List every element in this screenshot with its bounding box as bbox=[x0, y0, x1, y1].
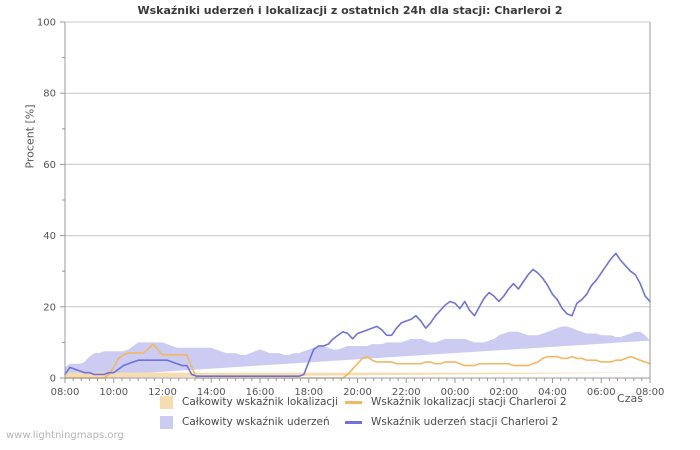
legend-swatch-box bbox=[160, 395, 173, 409]
x-tick-label: 02:00 bbox=[489, 387, 518, 398]
x-tick-label: 08:00 bbox=[636, 387, 665, 398]
legend-swatch-line bbox=[345, 420, 362, 424]
legend-item-total-localization: Całkowity wskaźnik lokalizacji bbox=[160, 392, 338, 412]
x-tick-label: 06:00 bbox=[587, 387, 616, 398]
x-tick-label: 04:00 bbox=[538, 387, 567, 398]
y-tick-label: 60 bbox=[43, 160, 56, 171]
x-tick-label: 22:00 bbox=[392, 387, 421, 398]
legend-label: Wskaźnik uderzeń stacji Charleroi 2 bbox=[371, 416, 559, 428]
x-tick-label: 12:00 bbox=[148, 387, 177, 398]
x-tick-label: 14:00 bbox=[197, 387, 226, 398]
y-tick-label: 80 bbox=[43, 89, 56, 100]
legend-item-station-localization: Wskaźnik lokalizacji stacji Charleroi 2 bbox=[345, 392, 567, 412]
legend-swatch-box bbox=[160, 415, 173, 429]
legend-label: Wskaźnik lokalizacji stacji Charleroi 2 bbox=[371, 396, 567, 408]
x-tick-label: 10:00 bbox=[99, 387, 128, 398]
legend-label: Całkowity wskaźnik lokalizacji bbox=[182, 396, 339, 408]
chart-title: Wskaźniki uderzeń i lokalizacji z ostatn… bbox=[137, 4, 563, 17]
legend-item-station-strokes: Wskaźnik uderzeń stacji Charleroi 2 bbox=[345, 412, 558, 432]
watermark: www.lightningmaps.org bbox=[6, 430, 124, 441]
x-tick-label: 16:00 bbox=[246, 387, 275, 398]
y-tick-label: 20 bbox=[43, 302, 56, 313]
legend-label: Całkowity wskaźnik uderzeń bbox=[182, 416, 330, 428]
x-axis-label: Czas bbox=[617, 392, 643, 405]
y-tick-label: 100 bbox=[37, 18, 56, 29]
x-tick-label: 18:00 bbox=[294, 387, 323, 398]
y-tick-label: 0 bbox=[50, 374, 56, 385]
chart-legend: Całkowity wskaźnik lokalizacji Wskaźnik … bbox=[0, 392, 700, 438]
x-tick-label: 20:00 bbox=[343, 387, 372, 398]
legend-item-total-strokes: Całkowity wskaźnik uderzeń bbox=[160, 412, 330, 432]
y-tick-label: 40 bbox=[43, 231, 56, 242]
x-tick-label: 08:00 bbox=[51, 387, 80, 398]
legend-swatch-line bbox=[345, 400, 362, 404]
x-tick-label: 00:00 bbox=[441, 387, 470, 398]
